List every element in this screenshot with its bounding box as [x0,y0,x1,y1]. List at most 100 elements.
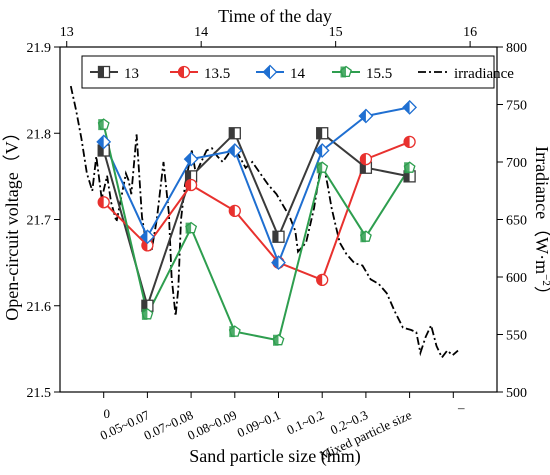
series-line-14 [102,106,410,266]
data-point-half [360,153,366,165]
data-point [316,273,329,287]
top-axis-title: Time of the day [218,6,332,26]
data-point-half [229,127,235,139]
data-point [271,255,286,271]
data-point-half [98,119,104,131]
data-point [402,99,418,115]
data-point-half [185,179,192,191]
data-point-half [140,230,148,244]
series-line-13 [102,131,410,310]
y2-tick-label: 650 [506,214,527,229]
data-point-half [359,109,366,123]
data-point [403,161,416,174]
series-line-15.5 [102,124,411,342]
y-tick-label: 21.8 [27,127,52,142]
data-point-half [185,170,192,182]
data-point-half [360,231,366,243]
legend-marker [97,65,111,79]
data-point [141,308,154,320]
legend-label: 13.5 [204,66,230,82]
series-layer [96,99,418,346]
top-tick-label: 16 [463,25,477,40]
data-point-half [316,127,323,139]
data-point [316,127,329,140]
data-point-half [404,170,410,182]
data-point-half [97,135,104,149]
data-point-half [141,300,148,312]
legend-marker-half [263,65,270,79]
legend-box [81,55,495,89]
legend-marker [177,65,191,79]
data-point-half [98,196,104,208]
legend: 13 13.5 14 15.5 irradiance [81,55,514,89]
data-point-half [229,205,235,217]
data-point-half [272,256,279,270]
x-tick-label: 0.08~0.09 [185,407,239,443]
data-point [314,143,330,158]
irradiance-line [69,85,459,360]
y2-axis-title: Irradiance（W·m−2） [532,146,550,304]
legend-marker-half [178,66,184,78]
x-tick-label-extra: – [457,400,465,415]
top-tick-label: 13 [60,25,74,40]
y2-tick-label: 800 [506,41,527,56]
data-point [97,196,110,209]
y-tick-label: 21.7 [27,214,52,229]
data-point-half [185,222,192,234]
series-line-13.5 [102,140,410,282]
data-point-half [141,308,148,320]
data-point [96,134,112,150]
x-tick-label: 0.1~0.2 [284,407,326,437]
data-point [228,325,241,338]
data-point-half [316,162,323,174]
x-axis-title: Sand particle size (mm) [189,446,360,467]
data-point-half [98,145,104,156]
legend-marker-half [340,66,346,78]
data-point [272,230,285,243]
data-point-half [228,144,235,157]
data-point [227,143,243,158]
data-point-half [184,152,192,166]
y2-tick-label: 750 [506,99,527,114]
x-tick-label: 0.07~0.08 [141,407,195,443]
data-point [139,229,155,245]
legend-marker [262,64,278,80]
data-point-half [316,274,323,286]
y2-tick-label: 550 [506,329,527,344]
y2-tick-label: 500 [506,386,527,401]
top-tick-label: 15 [329,25,343,40]
irradiance-layer [69,85,459,360]
data-point-half [229,326,235,338]
y2-tick-label: 600 [506,271,527,286]
legend-label: 15.5 [366,66,392,82]
legend-marker [340,65,352,78]
x-tick-label: 0.09~0.1 [235,407,283,440]
data-point-half [273,334,279,346]
data-point [185,221,198,234]
data-point-half [273,231,279,243]
data-point-half [404,162,410,174]
data-point [228,204,241,218]
data-point [358,108,374,124]
data-point [359,152,373,166]
data-point [228,127,241,140]
data-point [359,230,372,243]
y2-tick-label: 700 [506,156,527,171]
y-tick-label: 21.6 [27,300,52,315]
data-point [183,151,199,167]
axes-layer: 21.5 21.6 21.7 21.8 21.9 500 550 600 650 700 750 80… [27,25,528,463]
legend-label: 14 [290,66,306,82]
legend-label: 13 [124,66,139,82]
data-point-half [360,162,366,174]
y2-axis-title-sup: −2 [540,274,550,286]
data-point-half [315,144,323,157]
y-tick-label: 21.9 [27,41,52,56]
data-point [184,178,198,192]
top-tick-label: 14 [194,25,208,40]
data-point [141,239,154,252]
y2-axis-title-main: Irradiance（W·m [532,146,550,274]
x-tick-label: 0 [103,406,110,421]
y-axis-title: Open-circuit voltage（V） [2,123,22,320]
data-point-half [404,136,410,148]
